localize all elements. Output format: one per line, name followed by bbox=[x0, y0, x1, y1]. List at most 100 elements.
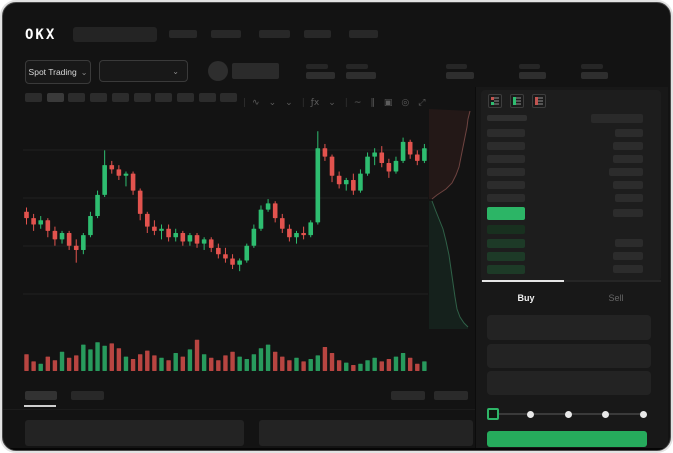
timeframe-button[interactable] bbox=[198, 93, 216, 102]
timeframe-button[interactable] bbox=[133, 93, 151, 102]
slider-stop[interactable] bbox=[602, 410, 609, 418]
bottom-tab[interactable] bbox=[25, 391, 57, 400]
nav-item[interactable] bbox=[211, 30, 241, 38]
book-bids-icon[interactable] bbox=[510, 94, 524, 108]
order-book-ask-row[interactable] bbox=[487, 141, 525, 150]
order-book-ask-row[interactable] bbox=[487, 167, 525, 176]
stat-value-placeholder bbox=[446, 72, 474, 79]
order-book-bid-row[interactable] bbox=[487, 225, 525, 234]
order-book-bid-amount bbox=[613, 265, 643, 273]
timeframe-button[interactable] bbox=[25, 93, 42, 102]
timeframe-button[interactable] bbox=[220, 93, 238, 102]
timeframe-button[interactable] bbox=[68, 93, 86, 102]
order-field-2[interactable] bbox=[487, 371, 651, 395]
order-field-1[interactable] bbox=[487, 344, 651, 368]
pair-select-dropdown[interactable]: ⌄ bbox=[99, 60, 188, 82]
last-price-bar[interactable] bbox=[487, 207, 525, 220]
nav-search-input[interactable] bbox=[73, 27, 157, 42]
order-book-header-price bbox=[487, 115, 527, 121]
order-book-ask-row[interactable] bbox=[487, 193, 525, 202]
order-book-ask-amount bbox=[613, 154, 643, 163]
stat-value-placeholder bbox=[306, 72, 335, 79]
order-book-ask-row[interactable] bbox=[487, 154, 525, 163]
stat-label-placeholder bbox=[581, 64, 603, 69]
separator: | bbox=[243, 98, 247, 108]
okx-logo: OKX bbox=[25, 27, 57, 43]
candle-type-icon[interactable]: ∿ bbox=[252, 98, 260, 108]
order-book-ask-amount bbox=[613, 141, 643, 150]
order-book-ask-row[interactable] bbox=[487, 180, 525, 189]
buy-submit-button[interactable] bbox=[487, 431, 647, 447]
compare-icon[interactable]: ∥ bbox=[370, 98, 375, 108]
wave-icon[interactable]: ~ bbox=[353, 98, 362, 108]
nav-item[interactable] bbox=[169, 30, 197, 38]
chart-tools: | ∿ ⌄ ⌄ | ƒx ⌄ | ~ ∥ ▣ ◎ ⤢ bbox=[243, 92, 434, 108]
bottom-bezel bbox=[3, 448, 670, 450]
order-field-0[interactable] bbox=[487, 315, 651, 340]
settings-icon[interactable]: ◎ bbox=[401, 98, 410, 108]
nav-item[interactable] bbox=[259, 30, 290, 38]
bottom-panel bbox=[25, 420, 244, 446]
stat-value-placeholder bbox=[346, 72, 376, 79]
stat-label-placeholder bbox=[346, 64, 368, 69]
tabs-divider bbox=[481, 280, 661, 282]
timeframe-button[interactable] bbox=[46, 93, 64, 102]
camera-icon[interactable]: ▣ bbox=[383, 98, 393, 108]
order-book-header-amount bbox=[591, 114, 643, 123]
nav-item[interactable] bbox=[304, 30, 331, 38]
bottom-tab[interactable] bbox=[71, 391, 104, 400]
indicators-icon[interactable]: ƒx bbox=[310, 98, 320, 108]
stat-label-placeholder bbox=[519, 64, 540, 69]
separator: | bbox=[301, 98, 305, 108]
stat-value-placeholder bbox=[581, 72, 608, 79]
bottom-action-button[interactable] bbox=[391, 391, 425, 400]
order-book-bid-amount bbox=[615, 238, 643, 247]
slider-stop[interactable] bbox=[639, 410, 647, 418]
candlestick-chart[interactable] bbox=[23, 111, 428, 335]
order-book-ask-amount bbox=[609, 167, 643, 176]
timeframe-button[interactable] bbox=[155, 93, 173, 102]
order-book-ask-amount bbox=[613, 180, 643, 189]
volume-chart[interactable] bbox=[23, 337, 428, 373]
order-book-bid-row[interactable] bbox=[487, 265, 525, 274]
order-book-bid-row[interactable] bbox=[487, 252, 525, 261]
market-type-selector[interactable]: Spot Trading ⌄ bbox=[25, 60, 91, 84]
stat-label-placeholder bbox=[446, 64, 467, 69]
order-book-ask-amount bbox=[615, 129, 643, 137]
last-price-amount bbox=[613, 209, 643, 217]
chevron-down-icon[interactable]: ⌄ bbox=[328, 98, 336, 108]
separator: | bbox=[344, 98, 348, 108]
tab-sell[interactable]: Sell bbox=[608, 293, 624, 303]
order-book-ask-row[interactable] bbox=[487, 129, 525, 137]
timeframe-button[interactable] bbox=[176, 93, 194, 102]
slider-stop[interactable] bbox=[564, 410, 572, 418]
timeframe-button[interactable] bbox=[111, 93, 129, 102]
slider-stop[interactable] bbox=[527, 410, 534, 418]
market-type-label: Spot Trading bbox=[28, 67, 77, 77]
chevron-down-icon: ⌄ bbox=[80, 67, 88, 77]
chevron-down-icon: ⌄ bbox=[172, 66, 179, 76]
stat-value-placeholder bbox=[519, 72, 546, 79]
nav-item[interactable] bbox=[349, 30, 378, 38]
chevron-down-icon[interactable]: ⌄ bbox=[268, 98, 277, 108]
book-all-icon[interactable] bbox=[488, 94, 502, 108]
slider-handle[interactable] bbox=[487, 408, 499, 420]
depth-chart bbox=[429, 109, 471, 329]
bottom-active-tab-underline bbox=[24, 405, 56, 407]
bottom-panel bbox=[259, 420, 473, 446]
order-book-ask-amount bbox=[615, 193, 643, 202]
active-tab-indicator bbox=[482, 280, 564, 282]
timeframe-button[interactable] bbox=[90, 93, 108, 102]
order-book-bid-row[interactable] bbox=[487, 238, 525, 248]
chevron-down-icon[interactable]: ⌄ bbox=[285, 98, 293, 108]
bottom-divider bbox=[3, 409, 475, 410]
stat-label-placeholder bbox=[306, 64, 328, 69]
book-asks-icon[interactable] bbox=[532, 94, 546, 108]
order-book-bid-amount bbox=[613, 252, 643, 260]
bottom-action-button[interactable] bbox=[434, 391, 468, 400]
tab-buy[interactable]: Buy bbox=[517, 293, 535, 303]
pair-name-placeholder bbox=[232, 63, 279, 79]
fullscreen-icon[interactable]: ⤢ bbox=[418, 98, 426, 108]
coin-avatar bbox=[208, 61, 228, 81]
